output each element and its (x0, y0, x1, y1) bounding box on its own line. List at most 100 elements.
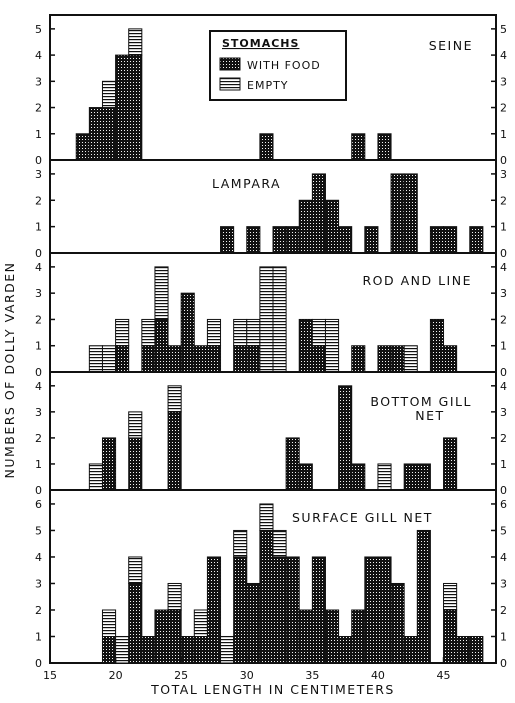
bar-with-food (364, 226, 379, 254)
bar-with-food (193, 345, 208, 373)
bar-with-food (338, 635, 353, 664)
bar-with-food (311, 556, 326, 664)
bar-with-food (285, 437, 300, 491)
bar-with-food (220, 226, 235, 254)
y-tick-label-right: 3 (500, 75, 507, 88)
bar-with-food (443, 437, 458, 491)
y-tick-label-right: 1 (500, 340, 507, 353)
bar-with-food (246, 582, 261, 664)
bar-with-food (154, 609, 169, 664)
bar-empty (167, 385, 182, 413)
bar-with-food (246, 226, 261, 254)
y-tick-label-left: 0 (35, 484, 42, 497)
legend-title: STOMACHS (222, 37, 299, 50)
y-tick-label-left: 4 (35, 380, 42, 393)
y-tick-label-left: 4 (35, 261, 42, 274)
bar-with-food (233, 556, 248, 664)
y-tick-label-left: 3 (35, 287, 42, 300)
y-tick-label-left: 3 (35, 577, 42, 590)
bar-with-food (377, 133, 392, 161)
y-tick-label-left: 3 (35, 75, 42, 88)
y-tick-label-right: 0 (500, 154, 507, 167)
bar-with-food (272, 556, 287, 664)
y-tick-label-left: 2 (35, 194, 42, 207)
bar-with-food (351, 345, 366, 373)
panel-4: 0 0 1 1 2 2 3 3 4 4 5 5 6 6 SURFACE GILL NET (35, 489, 507, 670)
bar-with-food (167, 345, 182, 373)
bar-with-food (128, 582, 143, 664)
bar-with-food (324, 199, 340, 254)
y-tick-label-left: 3 (35, 168, 42, 181)
bar-with-food (233, 345, 248, 373)
bar-with-food (469, 226, 484, 254)
bar-with-food (272, 226, 287, 254)
bar-with-food (351, 609, 366, 664)
y-tick-label-right: 1 (500, 221, 507, 234)
panel-title: SURFACE GILL NET (292, 510, 433, 525)
y-tick-label-right: 2 (500, 194, 507, 207)
bar-with-food (456, 635, 471, 664)
bar-with-food (167, 411, 182, 491)
y-tick-label-left: 6 (35, 498, 42, 511)
bar-with-food (193, 635, 208, 664)
bar-with-food (259, 529, 274, 664)
x-tick-label: 30 (240, 669, 254, 682)
bar-empty (403, 345, 418, 373)
panel-title: SEINE (429, 38, 473, 53)
y-tick-label-right: 0 (500, 484, 507, 497)
bar-with-food (311, 345, 326, 373)
y-tick-label-right: 0 (500, 366, 507, 379)
bar-empty (246, 318, 261, 347)
bar-with-food (206, 556, 222, 664)
y-tick-label-right: 4 (500, 380, 507, 393)
bar-with-food (364, 556, 379, 664)
y-tick-label-left: 0 (35, 154, 42, 167)
bar-with-food (429, 226, 445, 254)
bar-with-food (154, 318, 169, 373)
bar-with-food (377, 345, 392, 373)
y-tick-label-left: 1 (35, 221, 42, 234)
bar-empty (259, 503, 274, 531)
bar-with-food (246, 345, 261, 373)
y-tick-label-right: 5 (500, 23, 507, 36)
bar-with-food (338, 385, 353, 491)
bar-with-food (101, 635, 117, 664)
bar-with-food (128, 437, 143, 491)
bar-with-food (285, 556, 300, 664)
bar-empty (88, 345, 103, 373)
y-tick-label-left: 1 (35, 340, 42, 353)
bar-with-food (390, 582, 405, 664)
bar-with-food (141, 635, 156, 664)
y-tick-label-left: 5 (35, 524, 42, 537)
bar-empty (128, 556, 143, 584)
y-tick-label-right: 1 (500, 630, 507, 643)
x-tick-label: 45 (437, 669, 451, 682)
bar-with-food (75, 133, 90, 161)
y-tick-label-right: 1 (500, 458, 507, 471)
bar-with-food (416, 529, 431, 664)
bar-with-food (298, 609, 313, 664)
legend-label-empty: EMPTY (247, 79, 289, 92)
y-tick-label-right: 5 (500, 524, 507, 537)
y-tick-label-left: 4 (35, 49, 42, 62)
x-tick-label: 40 (371, 669, 385, 682)
y-tick-label-left: 0 (35, 657, 42, 670)
bar-with-food (416, 463, 431, 491)
x-tick-label: 15 (43, 669, 57, 682)
y-tick-label-right: 3 (500, 577, 507, 590)
bar-with-food (88, 107, 103, 161)
x-axis-title: TOTAL LENGTH IN CENTIMETERS (150, 682, 395, 697)
y-tick-label-left: 2 (35, 604, 42, 617)
y-tick-label-right: 4 (500, 49, 507, 62)
bar-empty (167, 582, 182, 611)
y-tick-label-left: 0 (35, 247, 42, 260)
bar-with-food (298, 318, 313, 373)
y-tick-label-left: 1 (35, 128, 42, 141)
bar-with-food (167, 609, 182, 664)
bar-with-food (298, 463, 313, 491)
bar-with-food (324, 609, 340, 664)
y-tick-label-right: 3 (500, 168, 507, 181)
bar-with-food (298, 199, 313, 254)
